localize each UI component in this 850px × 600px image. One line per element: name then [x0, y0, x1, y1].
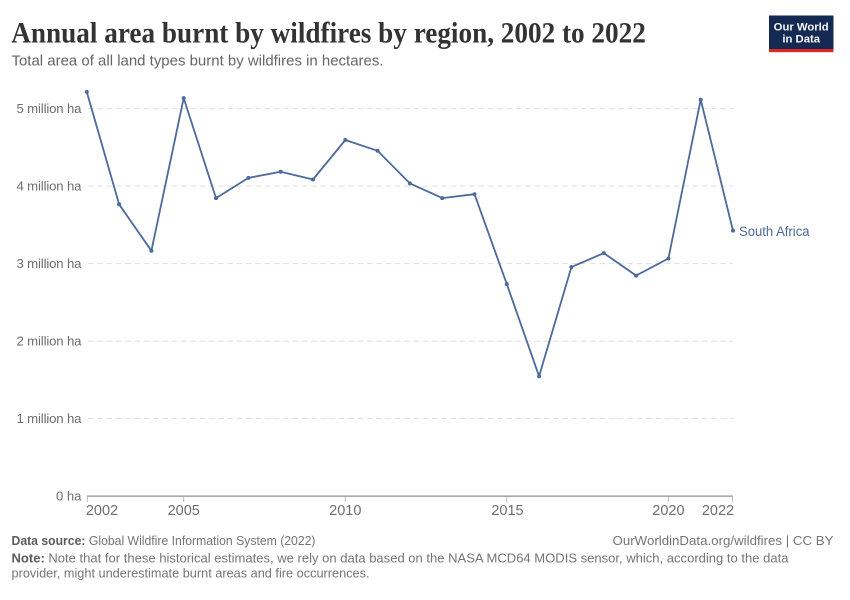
svg-text:2 million ha: 2 million ha [17, 333, 83, 348]
svg-text:4 million ha: 4 million ha [17, 178, 83, 193]
svg-text:Our World: Our World [774, 21, 829, 33]
svg-text:Annual area burnt by wildfires: Annual area burnt by wildfires by region… [11, 17, 646, 50]
svg-text:Total area of all land types b: Total area of all land types burnt by wi… [12, 54, 384, 70]
svg-text:2022: 2022 [702, 503, 734, 519]
svg-text:3 million ha: 3 million ha [17, 256, 83, 271]
svg-text:Data source: Global Wildfire I: Data source: Global Wildfire Information… [12, 533, 316, 548]
svg-text:Note: Note that for these hist: Note: Note that for these historical est… [12, 551, 790, 566]
svg-text:0 ha: 0 ha [56, 488, 82, 503]
svg-text:2005: 2005 [168, 503, 200, 519]
svg-text:2020: 2020 [652, 503, 684, 519]
svg-text:2015: 2015 [491, 503, 523, 519]
svg-text:South Africa: South Africa [739, 224, 810, 239]
svg-text:2002: 2002 [86, 503, 118, 519]
svg-text:2010: 2010 [329, 503, 361, 519]
svg-text:1 million ha: 1 million ha [17, 411, 83, 426]
svg-text:OurWorldinData.org/wildfires |: OurWorldinData.org/wildfires | CC BY [613, 533, 834, 548]
svg-text:in Data: in Data [782, 33, 820, 45]
svg-text:5 million ha: 5 million ha [17, 101, 83, 116]
svg-text:provider, might underestimate: provider, might underestimate burnt area… [12, 565, 370, 580]
